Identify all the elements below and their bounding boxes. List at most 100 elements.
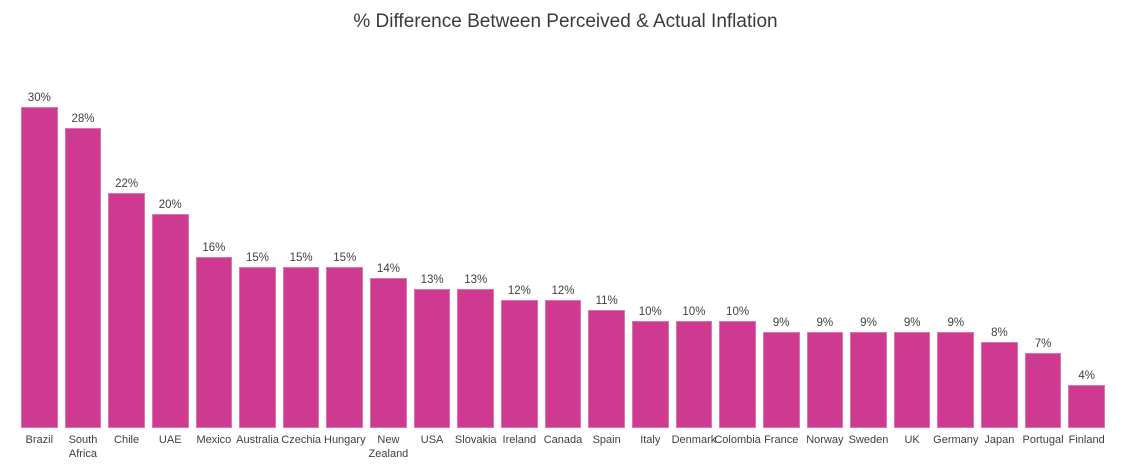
bar-value-label: 13% — [464, 274, 488, 286]
bar-value-label: 12% — [507, 285, 531, 297]
bar-column: 9% France — [762, 317, 800, 446]
bar-value-label: 9% — [772, 317, 790, 329]
bar — [21, 107, 58, 428]
category-label: Hungary — [324, 434, 366, 446]
category-label: Colombia — [714, 434, 761, 446]
bar-value-label: 14% — [376, 263, 400, 275]
bar — [675, 321, 713, 428]
bar-column: 28% South Africa — [64, 113, 102, 460]
bar — [64, 128, 102, 428]
bar-column: 14% New Zealand — [369, 263, 409, 460]
bar — [151, 214, 189, 428]
bar-column: 11% Spain — [588, 295, 625, 446]
category-label: UK — [904, 434, 920, 446]
bar — [631, 321, 669, 428]
bar-value-label: 11% — [595, 295, 618, 307]
bar-column: 12% Ireland — [501, 285, 538, 446]
bar-value-label: 15% — [333, 252, 357, 264]
bar-column: 9% UK — [893, 317, 931, 446]
category-label: Finland — [1068, 434, 1105, 446]
category-label: Brazil — [25, 434, 54, 446]
bar-value-label: 15% — [246, 252, 270, 264]
bar-value-label: 16% — [202, 242, 226, 254]
category-label: Mexico — [196, 434, 232, 446]
bar — [239, 267, 276, 428]
bar-column: 13% Slovakia — [455, 274, 497, 446]
bar-column: 13% USA — [413, 274, 451, 446]
category-label: Japan — [984, 434, 1015, 446]
category-label: France — [764, 434, 799, 446]
category-label: Ireland — [502, 434, 537, 446]
category-label: UAE — [158, 434, 182, 446]
bar — [1024, 353, 1062, 428]
bar — [108, 193, 145, 428]
bar — [413, 289, 451, 428]
bar-value-label: 30% — [27, 92, 51, 104]
bar — [195, 257, 233, 428]
bar-column: 10% Colombia — [714, 306, 760, 446]
category-label: Czechia — [281, 434, 322, 446]
bar-column: 30% Brazil — [21, 92, 58, 446]
bar-value-label: 9% — [860, 317, 877, 329]
bar-column: 8% Japan — [981, 327, 1018, 446]
bar-value-label: 7% — [1034, 338, 1052, 350]
bar — [850, 332, 887, 428]
bar-value-label: 10% — [638, 306, 662, 318]
bar — [326, 267, 364, 428]
bar-column: 9% Sweden — [849, 317, 889, 446]
category-label: Portugal — [1022, 434, 1064, 446]
bar-column: 9% Norway — [806, 317, 844, 446]
bar — [806, 332, 844, 428]
category-label: Italy — [640, 434, 661, 446]
bar — [282, 267, 320, 428]
bar-value-label: 28% — [71, 113, 95, 125]
bar-chart: 30% Brazil 28% South Africa 22% Chile 20% UAE 16… — [21, 83, 1106, 460]
bar-column: 7% Portugal — [1023, 338, 1064, 446]
bar-column: 12% Canada — [544, 285, 583, 446]
category-label: Spain — [592, 434, 621, 446]
bar-column: 10% Italy — [631, 306, 669, 446]
bar — [501, 300, 538, 428]
category-label: South Africa — [68, 434, 98, 461]
chart-title: % Difference Between Perceived & Actual … — [353, 11, 778, 32]
category-label: New Zealand — [368, 434, 409, 461]
bar-column: 15% Hungary — [324, 252, 366, 446]
category-label: Norway — [806, 434, 844, 446]
category-label: Australia — [236, 434, 279, 446]
bar-value-label: 13% — [420, 274, 444, 286]
bar-value-label: 9% — [903, 317, 921, 329]
bar-value-label: 10% — [726, 306, 750, 318]
bar — [457, 289, 495, 428]
bar-column: 22% Chile — [108, 178, 145, 446]
bar — [937, 332, 975, 428]
bar — [893, 332, 931, 428]
category-label: Germany — [933, 434, 979, 446]
category-label: Chile — [114, 434, 140, 446]
category-label: USA — [420, 434, 444, 446]
bar — [981, 342, 1018, 428]
bar-value-label: 22% — [115, 178, 139, 190]
bar — [719, 321, 756, 428]
bar-column: 16% Mexico — [195, 242, 233, 446]
bar — [762, 332, 800, 428]
bar-value-label: 9% — [816, 317, 834, 329]
bar-value-label: 4% — [1078, 370, 1095, 382]
bar — [370, 278, 407, 428]
category-label: Canada — [543, 434, 583, 446]
bar-column: 9% Germany — [933, 317, 978, 446]
category-label: Sweden — [848, 434, 889, 446]
bar-value-label: 10% — [682, 306, 706, 318]
bar-value-label: 20% — [158, 199, 182, 211]
bar-column: 20% UAE — [151, 199, 189, 446]
bar-column: 15% Czechia — [281, 252, 321, 446]
bar-value-label: 12% — [551, 285, 575, 297]
category-label: Denmark — [671, 434, 717, 446]
bar — [544, 300, 582, 428]
bar — [588, 310, 625, 428]
bar — [1068, 385, 1106, 428]
bar-column: 4% Finland — [1068, 370, 1106, 446]
bar-column: 15% Australia — [236, 252, 279, 446]
bar-value-label: 8% — [991, 327, 1008, 339]
bar-column: 10% Denmark — [672, 306, 717, 446]
category-label: Slovakia — [454, 434, 497, 446]
